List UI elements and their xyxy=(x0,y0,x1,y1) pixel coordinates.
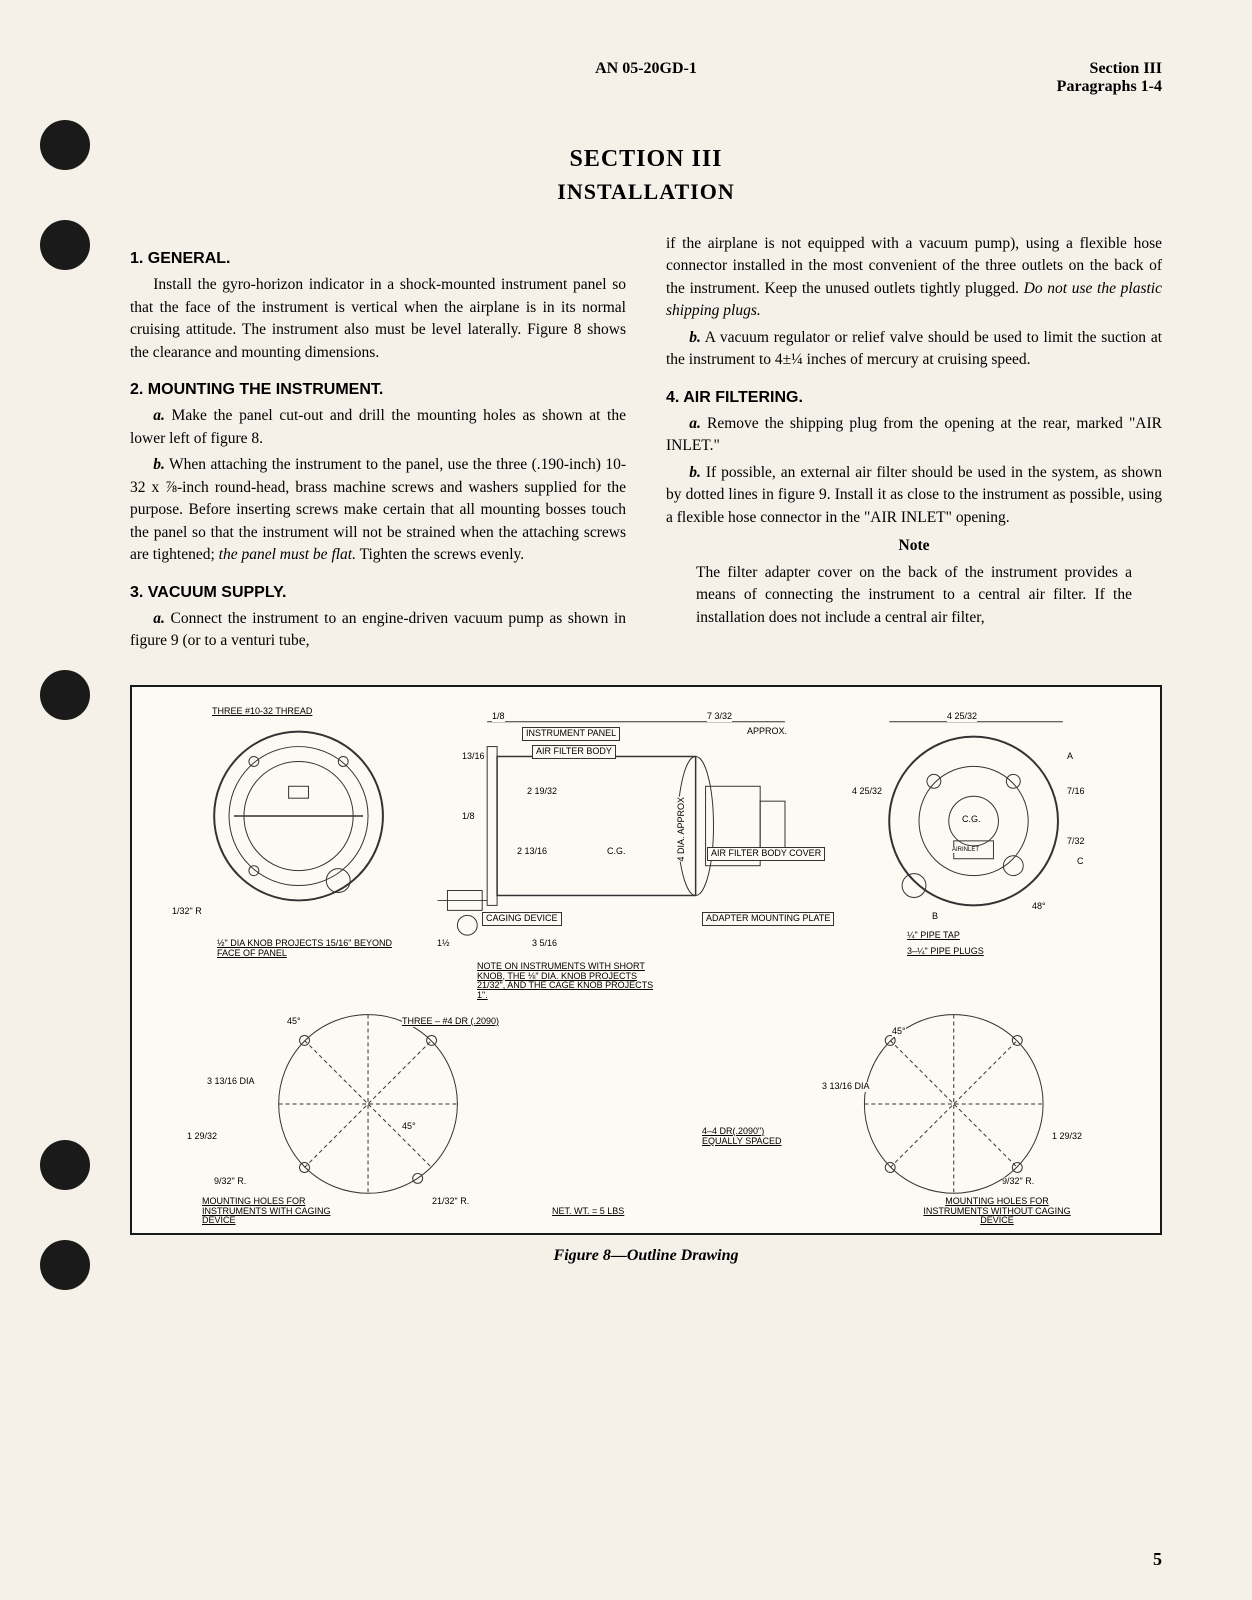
para-4a: a. Remove the shipping plug from the ope… xyxy=(666,413,1162,458)
label-dim-2-13-16: 2 13/16 xyxy=(517,847,547,857)
label-dim-1-8: 1/8 xyxy=(492,712,505,722)
label-knob-projects: ½" DIA KNOB PROJECTS 15/16" BEYOND FACE … xyxy=(217,939,392,959)
label-c: C xyxy=(1077,857,1084,867)
label-dim-3-5-16: 3 5/16 xyxy=(532,939,557,949)
label-air-filter-cover: AIR FILTER BODY COVER xyxy=(707,847,825,861)
page-number: 5 xyxy=(1153,1549,1162,1570)
punch-hole xyxy=(40,120,90,170)
label-45-b: 45° xyxy=(402,1122,416,1132)
label-3-13-16-dia: 3 13/16 DIA xyxy=(207,1077,255,1087)
label-7-32: 7/32 xyxy=(1067,837,1085,847)
label-9-32r-a: 9/32" R. xyxy=(214,1177,246,1187)
label-1-32r: 1/32" R xyxy=(172,907,202,917)
figure-8-drawing: THREE #10-32 THREAD 1/8 INSTRUMENT PANEL… xyxy=(130,685,1162,1235)
heading-vacuum: 3. VACUUM SUPPLY. xyxy=(130,581,626,604)
label-1-29-32-b: 1 29/32 xyxy=(1052,1132,1082,1142)
left-column: 1. GENERAL. Install the gyro-horizon ind… xyxy=(130,233,626,657)
label-cg2: C.G. xyxy=(962,815,981,825)
figure-svg xyxy=(132,687,1160,1233)
para-label: Paragraphs 1-4 xyxy=(969,78,1163,96)
para-3a-cont: if the airplane is not equipped with a v… xyxy=(666,233,1162,323)
label-air-inlet: AIRINLET xyxy=(952,847,979,854)
para-3b: b. A vacuum regulator or relief valve sh… xyxy=(666,327,1162,372)
section-label: Section III xyxy=(969,60,1163,78)
para-2b: b. When attaching the instrument to the … xyxy=(130,454,626,566)
label-three-thread: THREE #10-32 THREAD xyxy=(212,707,312,717)
punch-hole xyxy=(40,670,90,720)
section-title: SECTION III xyxy=(130,146,1162,173)
label-approx: APPROX. xyxy=(747,727,787,737)
label-3-13-16-dia-b: 3 13/16 DIA xyxy=(822,1082,870,1092)
para-4b: b. If possible, an external air filter s… xyxy=(666,462,1162,529)
note-heading: Note xyxy=(666,535,1162,557)
label-45-c: 45° xyxy=(892,1027,906,1037)
note-body: The filter adapter cover on the back of … xyxy=(666,562,1162,629)
heading-general: 1. GENERAL. xyxy=(130,247,626,270)
label-1-29-32: 1 29/32 xyxy=(187,1132,217,1142)
label-note-short-knob: NOTE ON INSTRUMENTS WITH SHORT KNOB, THE… xyxy=(477,962,662,1002)
label-mounting-without: MOUNTING HOLES FOR INSTRUMENTS WITHOUT C… xyxy=(922,1197,1072,1227)
body-columns: 1. GENERAL. Install the gyro-horizon ind… xyxy=(130,233,1162,657)
punch-hole xyxy=(40,220,90,270)
label-four-dr: 4–4 DR(.2090") EQUALLY SPACED xyxy=(702,1127,802,1147)
label-4-25-32-b: 4 25/32 xyxy=(852,787,882,797)
label-adapter-plate: ADAPTER MOUNTING PLATE xyxy=(702,912,834,926)
figure-caption: Figure 8—Outline Drawing xyxy=(130,1247,1162,1265)
para-3a: a. Connect the instrument to an engine-d… xyxy=(130,608,626,653)
label-net-wt: NET. WT. = 5 LBS xyxy=(552,1207,624,1217)
label-dim-1-8-b: 1/8 xyxy=(462,812,475,822)
label-pipe-plugs: 3–¼" PIPE PLUGS xyxy=(907,947,984,957)
label-air-filter-body: AIR FILTER BODY xyxy=(532,745,616,759)
label-pipe-tap: ¼" PIPE TAP xyxy=(907,931,960,941)
doc-number: AN 05-20GD-1 xyxy=(324,60,969,96)
right-column: if the airplane is not equipped with a v… xyxy=(666,233,1162,657)
label-9-32r-b: 9/32" R. xyxy=(1002,1177,1034,1187)
page-header: AN 05-20GD-1 Section III Paragraphs 1-4 xyxy=(130,40,1162,96)
label-21-32r: 21/32" R. xyxy=(432,1197,469,1207)
section-subtitle: INSTALLATION xyxy=(130,179,1162,205)
punch-hole xyxy=(40,1240,90,1290)
label-7-16: 7/16 xyxy=(1067,787,1085,797)
label-b: B xyxy=(932,912,938,922)
label-cg: C.G. xyxy=(607,847,626,857)
label-a: A xyxy=(1067,752,1073,762)
label-dim-13-16: 13/16 xyxy=(462,752,485,762)
label-45-a: 45° xyxy=(287,1017,301,1027)
label-dim-4-25-32: 4 25/32 xyxy=(947,712,977,722)
punch-hole xyxy=(40,1140,90,1190)
label-caging-device: CAGING DEVICE xyxy=(482,912,562,926)
label-48: 48° xyxy=(1032,902,1046,912)
label-4dia: 4 DIA. APPROX xyxy=(677,797,687,862)
para-2a: a. Make the panel cut-out and drill the … xyxy=(130,405,626,450)
heading-air-filter: 4. AIR FILTERING. xyxy=(666,386,1162,409)
heading-mounting: 2. MOUNTING THE INSTRUMENT. xyxy=(130,378,626,401)
label-dim-1-2: 1½ xyxy=(437,939,450,949)
label-dim-7-3-32: 7 3/32 xyxy=(707,712,732,722)
label-mounting-with: MOUNTING HOLES FOR INSTRUMENTS WITH CAGI… xyxy=(202,1197,332,1227)
label-instrument-panel: INSTRUMENT PANEL xyxy=(522,727,620,741)
para-1: Install the gyro-horizon indicator in a … xyxy=(130,274,626,364)
label-dim-2-19-32: 2 19/32 xyxy=(527,787,557,797)
label-three-dr: THREE – #4 DR (.2090) xyxy=(402,1017,499,1027)
